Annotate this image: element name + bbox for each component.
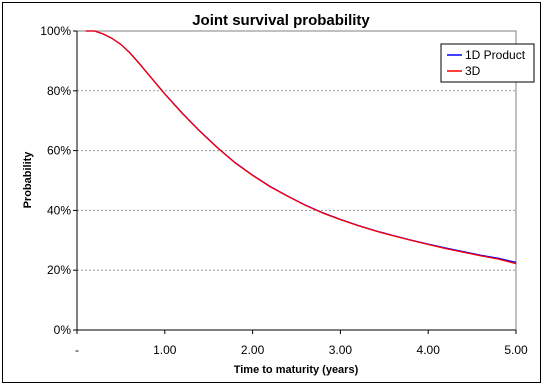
legend-box bbox=[440, 43, 535, 83]
y-tick-label-0: 0% bbox=[54, 323, 72, 337]
gridlines bbox=[77, 90, 516, 271]
y-tick-label-2: 40% bbox=[47, 203, 71, 217]
x-tick-label-5: 5.00 bbox=[504, 343, 528, 357]
y-tick-label-3: 60% bbox=[47, 144, 71, 158]
x-tick-label-0: - bbox=[75, 343, 79, 357]
series-lines bbox=[85, 30, 517, 265]
series-line-3d bbox=[85, 30, 517, 265]
legend-label-1d-product: 1D Product bbox=[465, 48, 526, 62]
x-axis-tick-labels: - 1.00 2.00 3.00 4.00 5.00 bbox=[75, 330, 528, 357]
x-tick-label-4: 4.00 bbox=[417, 343, 441, 357]
y-tick-label-5: 100% bbox=[40, 24, 71, 38]
y-axis-title: Probability bbox=[22, 151, 34, 209]
y-tick-label-4: 80% bbox=[47, 84, 71, 98]
y-tick-label-1: 20% bbox=[47, 263, 71, 277]
legend: 1D Product 3D bbox=[440, 43, 535, 83]
x-tick-label-1: 1.00 bbox=[153, 343, 177, 357]
x-tick-label-2: 2.00 bbox=[241, 343, 265, 357]
y-axis-tick-labels: 0% 20% 40% 60% 80% 100% bbox=[40, 24, 77, 337]
legend-label-3d: 3D bbox=[465, 64, 481, 78]
x-axis-title: Time to maturity (years) bbox=[234, 364, 359, 376]
chart-title: Joint survival probability bbox=[192, 12, 370, 29]
x-tick-label-3: 3.00 bbox=[329, 343, 353, 357]
